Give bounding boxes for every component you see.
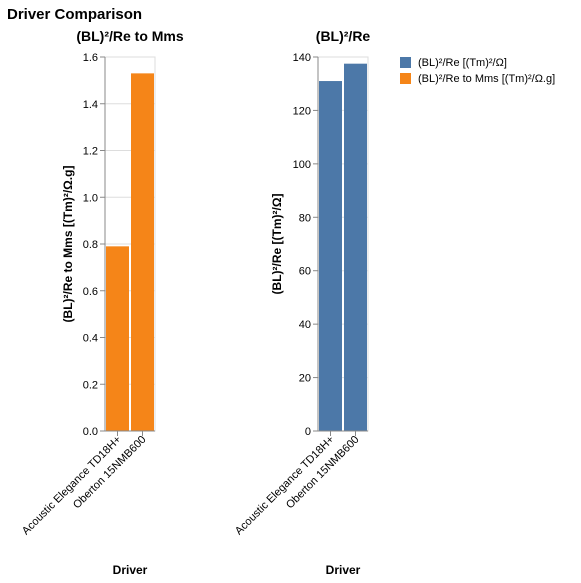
chart-panel-left: (BL)²/Re to Mms 0.0 0.2 0.4 0.6 0.8 1.0 1.2 1.4… — [20, 28, 184, 577]
y-tick-label: 1.0 — [83, 192, 98, 204]
y-tick-label: 100 — [293, 159, 311, 171]
y-tick-label: 1.4 — [83, 99, 98, 111]
legend-item: (BL)²/Re [(Tm)²/Ω] — [400, 57, 507, 69]
chart-title: Driver Comparison — [7, 6, 142, 23]
x-tick-label: Acoustic Elegance TD18H+ — [233, 434, 337, 538]
y-axis-title: (BL)²/Re [(Tm)²/Ω] — [270, 194, 284, 295]
legend: (BL)²/Re [(Tm)²/Ω] (BL)²/Re to Mms [(Tm)… — [400, 57, 555, 85]
y-tick-label: 0.6 — [83, 286, 98, 298]
legend-label: (BL)²/Re to Mms [(Tm)²/Ω.g] — [418, 73, 555, 85]
legend-swatch-blue — [400, 57, 411, 68]
y-tick-label: 120 — [293, 105, 311, 117]
bar-1 — [319, 81, 342, 432]
y-tick-label: 60 — [299, 266, 311, 278]
legend-label: (BL)²/Re [(Tm)²/Ω] — [418, 57, 507, 69]
y-tick-label: 1.6 — [83, 52, 98, 64]
y-tick-label: 0.4 — [83, 333, 98, 345]
chart-panel-right: (BL)²/Re 0 20 40 60 80 100 120 140 Acoustic Ele… — [233, 28, 370, 577]
legend-item: (BL)²/Re to Mms [(Tm)²/Ω.g] — [400, 73, 555, 85]
x-axis-title: Driver — [326, 563, 361, 577]
y-axis-title: (BL)²/Re to Mms [(Tm)²/Ω.g] — [61, 166, 75, 323]
y-tick-label: 80 — [299, 212, 311, 224]
y-tick-label: 0.8 — [83, 239, 98, 251]
x-tick-label: Acoustic Elegance TD18H+ — [20, 434, 124, 538]
y-tick-label: 1.2 — [83, 146, 98, 158]
y-tick-label: 40 — [299, 319, 311, 331]
y-tick-label: 0 — [305, 426, 311, 438]
panel-title: (BL)²/Re to Mms — [76, 28, 184, 44]
bar-1 — [106, 246, 129, 431]
y-tick-label: 20 — [299, 373, 311, 385]
y-tick-label: 0.0 — [83, 426, 98, 438]
panel-title: (BL)²/Re — [316, 28, 371, 44]
x-axis-title: Driver — [113, 563, 148, 577]
y-tick-label: 140 — [293, 52, 311, 64]
y-tick-label: 0.2 — [83, 379, 98, 391]
bar-2 — [131, 73, 154, 432]
legend-swatch-orange — [400, 73, 411, 84]
bar-2 — [344, 63, 367, 432]
